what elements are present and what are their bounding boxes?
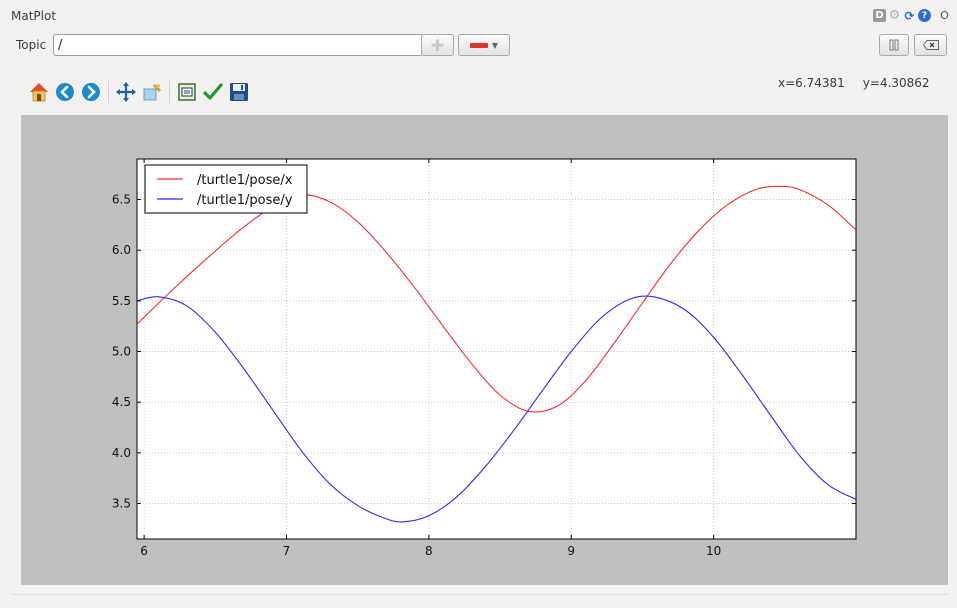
legend-label: /turtle1/pose/x [197, 173, 293, 188]
back-icon [56, 83, 74, 101]
grid [137, 159, 856, 539]
reload-icon[interactable]: ⟳ [904, 8, 915, 23]
cursor-coordinates: x=6.74381 y=4.30862 [778, 76, 948, 90]
subplots-button[interactable] [174, 80, 200, 104]
axes-background [136, 158, 857, 540]
topic-input[interactable] [53, 34, 423, 56]
x-tick-label: 10 [706, 544, 721, 558]
pause-icon [889, 39, 899, 51]
x-tick-label: 6 [140, 544, 148, 558]
clear-icon [922, 40, 939, 50]
back-button[interactable] [52, 80, 78, 104]
color-select-button[interactable]: ▼ [458, 34, 510, 56]
save-button[interactable] [226, 80, 252, 104]
cursor-x-readout: x=6.74381 [778, 76, 845, 90]
window-icons: D ⚙ ⟳ ? O [873, 8, 951, 23]
save-icon [230, 83, 248, 101]
gear-icon[interactable]: ⚙ [888, 8, 901, 23]
check-icon [203, 83, 223, 100]
plot-toolbar [26, 80, 252, 104]
plot-svg: 6 7 8 9 10 3.5 4.0 4.5 5.0 5.5 6.0 6.5 /turtle1/pos… [112, 158, 857, 558]
cursor-y-readout: y=4.30862 [862, 76, 930, 90]
chevron-down-icon: ▼ [491, 40, 499, 50]
help-icon[interactable]: ? [918, 9, 931, 22]
forward-button[interactable] [78, 80, 104, 104]
add-topic-button[interactable]: ✚ [421, 34, 454, 56]
y-tick-label: 5.5 [112, 294, 131, 308]
zoom-icon [143, 83, 162, 101]
edit-parameters-button[interactable] [200, 80, 226, 104]
x-tick-label: 8 [425, 544, 433, 558]
plus-icon: ✚ [430, 35, 445, 55]
home-icon [30, 83, 48, 102]
y-tick-label: 4.5 [112, 395, 131, 409]
y-tick-label: 4.0 [112, 446, 131, 460]
close-icon[interactable]: O [940, 9, 949, 22]
series-line-1 [137, 295, 856, 523]
x-tick-label: 7 [283, 544, 291, 558]
y-tick-label: 5.0 [112, 345, 131, 359]
window-title: MatPlot [11, 9, 57, 23]
pan-button[interactable] [113, 80, 139, 104]
legend-label: /turtle1/pose/y [197, 193, 293, 208]
zoom-button[interactable] [139, 80, 165, 104]
legend-box [144, 164, 308, 214]
clear-button[interactable] [914, 34, 947, 56]
ticks: 6 7 8 9 10 3.5 4.0 4.5 5.0 5.5 6.0 6.5 [112, 159, 856, 558]
home-button[interactable] [26, 80, 52, 104]
toolbar-separator [169, 81, 170, 103]
d-badge-icon[interactable]: D [873, 9, 886, 22]
y-tick-label: 6.0 [112, 243, 131, 257]
x-tick-label: 9 [567, 544, 575, 558]
y-tick-label: 6.5 [112, 193, 131, 207]
status-divider [11, 594, 948, 595]
y-tick-label: 3.5 [112, 497, 131, 511]
plot-canvas[interactable]: 6 7 8 9 10 3.5 4.0 4.5 5.0 5.5 6.0 6.5 /turtle1/pos… [21, 115, 948, 585]
pan-icon [116, 82, 136, 102]
subplots-icon [178, 83, 196, 101]
color-swatch [469, 42, 488, 48]
topic-label: Topic [16, 38, 47, 52]
pause-button[interactable] [879, 34, 909, 56]
legend: /turtle1/pose/x/turtle1/pose/y [144, 164, 308, 214]
toolbar-separator [108, 81, 109, 103]
forward-icon [82, 83, 100, 101]
